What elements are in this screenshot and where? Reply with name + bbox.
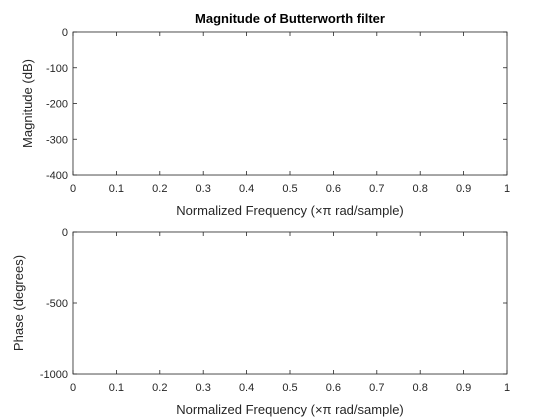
x-tick-label: 1 — [504, 183, 510, 195]
y-axis-label: Magnitude (dB) — [20, 59, 35, 148]
y-tick-label: -300 — [46, 134, 68, 146]
x-tick-label: 0.1 — [109, 382, 124, 394]
magnitude-axes: 0 0.1 0.2 0.3 0.4 0.5 0.6 0.7 0.8 0.9 1 0 -100 -200 -3… — [20, 11, 510, 218]
x-tick-label: 0.6 — [326, 382, 341, 394]
y-tick-label: -200 — [46, 99, 68, 111]
y-tick-label: -500 — [46, 298, 68, 310]
x-tick-label: 0.3 — [196, 183, 211, 195]
x-tick-label: 0 — [70, 183, 76, 195]
x-tick-label: 0.9 — [456, 183, 471, 195]
y-tick-label: 0 — [62, 227, 68, 239]
x-tick-label: 1 — [504, 382, 510, 394]
chart-title: Magnitude of Butterworth filter — [195, 11, 385, 26]
x-tick-label: 0.1 — [109, 183, 124, 195]
phase-axes: 0 0.1 0.2 0.3 0.4 0.5 0.6 0.7 0.8 0.9 1 0 -500 -1000 N… — [11, 227, 510, 417]
magnitude-axes-box — [72, 31, 508, 176]
x-axis-label: Normalized Frequency (×π rad/sample) — [176, 402, 404, 417]
x-axis-label: Normalized Frequency (×π rad/sample) — [176, 203, 404, 218]
x-tick-label: 0.5 — [282, 183, 297, 195]
x-tick-label: 0.2 — [152, 382, 167, 394]
x-tick-label: 0.8 — [413, 382, 428, 394]
y-tick-label: 0 — [62, 27, 68, 39]
y-tick-label: -400 — [46, 170, 68, 182]
phase-axes-box — [72, 231, 508, 375]
x-tick-label: 0.4 — [239, 382, 254, 394]
x-tick-label: 0.9 — [456, 382, 471, 394]
x-tick-label: 0.4 — [239, 183, 254, 195]
x-tick-label: 0 — [70, 382, 76, 394]
x-tick-label: 0.2 — [152, 183, 167, 195]
y-tick-label: -1000 — [40, 369, 68, 381]
x-tick-label: 0.3 — [196, 382, 211, 394]
y-axis-label: Phase (degrees) — [11, 255, 26, 351]
x-tick-label: 0.6 — [326, 183, 341, 195]
x-tick-label: 0.7 — [369, 382, 384, 394]
x-tick-label: 0.7 — [369, 183, 384, 195]
x-tick-label: 0.5 — [282, 382, 297, 394]
y-tick-label: -100 — [46, 63, 68, 75]
x-tick-label: 0.8 — [413, 183, 428, 195]
